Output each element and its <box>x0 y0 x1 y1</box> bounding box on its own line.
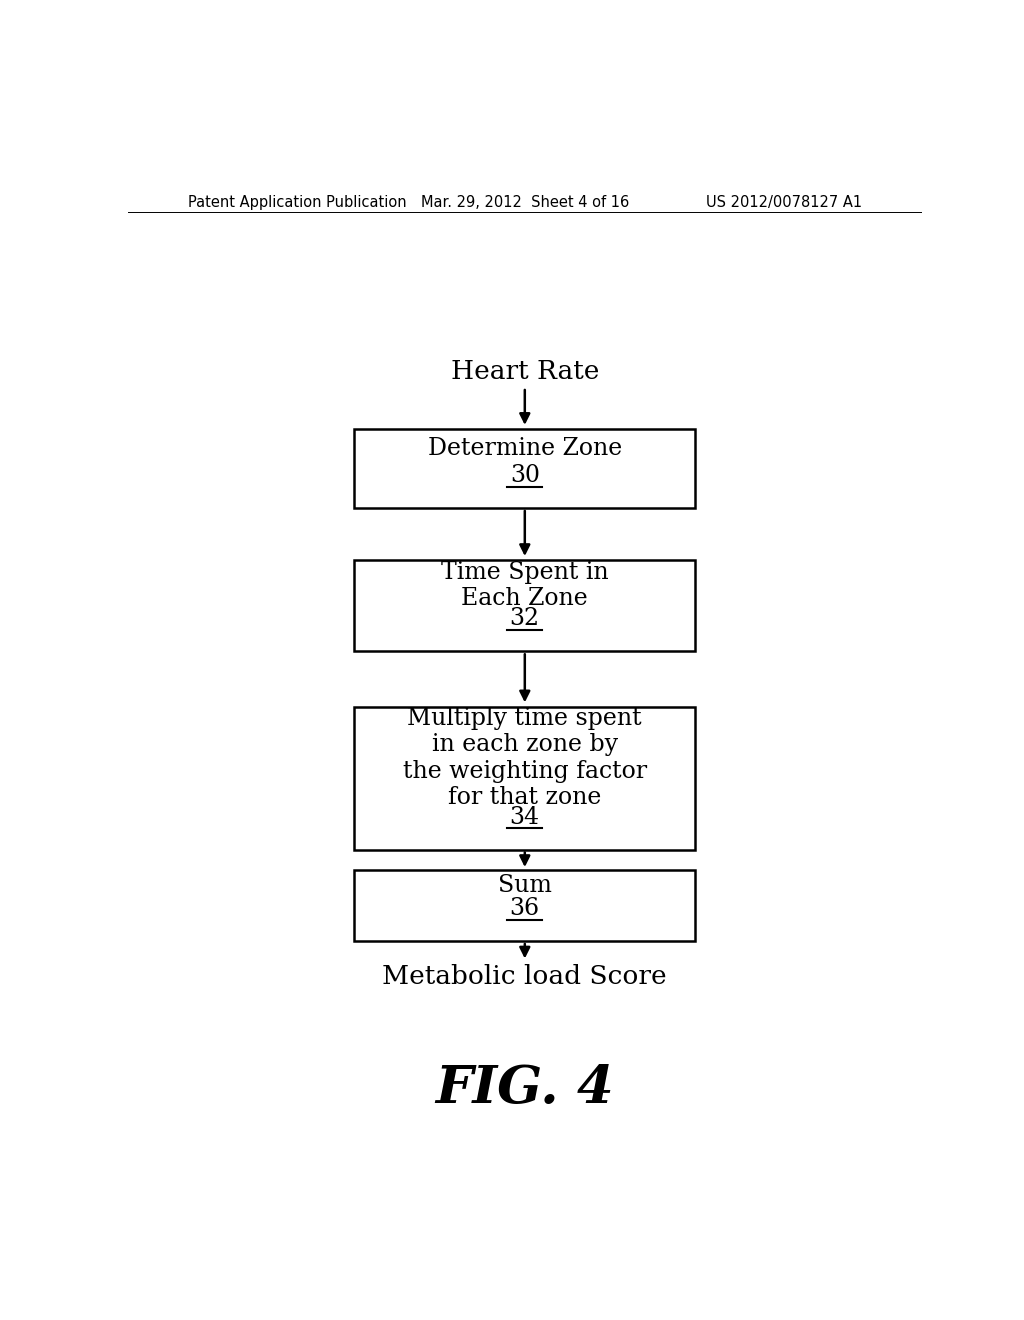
Text: Patent Application Publication: Patent Application Publication <box>187 194 407 210</box>
Text: Mar. 29, 2012  Sheet 4 of 16: Mar. 29, 2012 Sheet 4 of 16 <box>421 194 629 210</box>
Bar <box>354 429 695 508</box>
Text: Determine Zone: Determine Zone <box>428 437 622 459</box>
Text: Time Spent in: Time Spent in <box>441 561 608 583</box>
Text: the weighting factor: the weighting factor <box>402 760 647 783</box>
Text: Metabolic load Score: Metabolic load Score <box>383 964 667 989</box>
Text: 34: 34 <box>510 805 540 829</box>
Text: Heart Rate: Heart Rate <box>451 359 599 384</box>
Text: Multiply time spent: Multiply time spent <box>408 708 642 730</box>
Text: 30: 30 <box>510 465 540 487</box>
Text: for that zone: for that zone <box>449 787 601 809</box>
Text: Each Zone: Each Zone <box>462 587 588 610</box>
Bar <box>354 870 695 941</box>
Bar <box>354 560 695 651</box>
Text: US 2012/0078127 A1: US 2012/0078127 A1 <box>706 194 862 210</box>
Bar <box>354 708 695 850</box>
Text: 32: 32 <box>510 607 540 631</box>
Text: Sum: Sum <box>498 874 552 896</box>
Text: FIG. 4: FIG. 4 <box>435 1063 614 1114</box>
Text: in each zone by: in each zone by <box>432 734 617 756</box>
Text: 36: 36 <box>510 898 540 920</box>
